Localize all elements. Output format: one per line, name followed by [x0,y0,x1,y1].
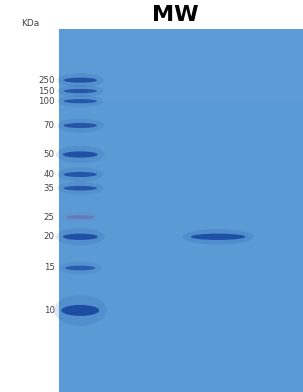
Ellipse shape [56,146,105,163]
Text: KDa: KDa [21,19,39,28]
Ellipse shape [54,295,107,326]
Bar [59,199,303,223]
Bar [59,54,303,78]
Ellipse shape [57,85,104,97]
Ellipse shape [57,95,104,107]
Text: 100: 100 [38,97,55,106]
Bar [59,368,303,392]
Ellipse shape [63,151,98,158]
Ellipse shape [63,234,98,240]
Ellipse shape [56,228,105,245]
Ellipse shape [61,305,99,316]
Text: 20: 20 [44,232,55,241]
Text: 50: 50 [44,150,55,159]
Ellipse shape [64,123,97,128]
Text: 35: 35 [44,184,55,193]
Bar [59,271,303,295]
Bar [59,174,303,199]
Text: 10: 10 [44,306,55,315]
Bar [59,247,303,271]
Ellipse shape [183,229,254,245]
Text: 250: 250 [38,76,55,85]
Ellipse shape [64,99,97,103]
Ellipse shape [191,234,245,240]
Text: 150: 150 [38,87,55,96]
Ellipse shape [57,167,104,181]
Ellipse shape [66,215,95,219]
Bar [59,126,303,150]
Bar [59,150,303,174]
Ellipse shape [64,186,97,191]
Text: 70: 70 [44,121,55,130]
Text: MW: MW [152,5,199,25]
Ellipse shape [65,266,95,270]
Bar [59,78,303,102]
Ellipse shape [57,181,104,195]
Text: 25: 25 [44,213,55,222]
Text: 15: 15 [44,263,55,272]
Bar [59,102,303,126]
Ellipse shape [64,78,97,83]
Bar [59,319,303,344]
Ellipse shape [60,212,101,223]
Bar [59,295,303,319]
Bar [59,29,303,54]
Bar [59,29,303,392]
Bar [59,223,303,247]
Ellipse shape [59,261,102,274]
Ellipse shape [64,172,97,177]
Ellipse shape [64,89,97,93]
Ellipse shape [57,118,104,132]
Text: 40: 40 [44,170,55,179]
Bar [59,344,303,368]
Ellipse shape [57,73,104,87]
